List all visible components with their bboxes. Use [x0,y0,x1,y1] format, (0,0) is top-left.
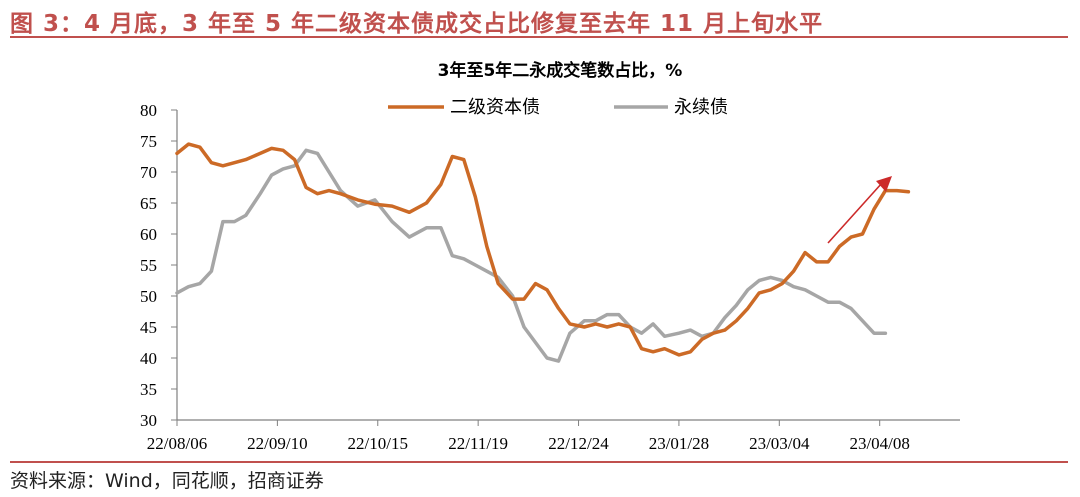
legend-label-series-1: 二级资本债 [450,97,540,118]
y-tick-label: 50 [140,287,157,306]
x-tick-label: 23/01/28 [649,434,709,453]
y-tick-label: 70 [140,163,157,182]
x-tick-label: 23/03/04 [749,434,810,453]
x-tick-label: 22/10/15 [348,434,408,453]
title-rule [10,36,1068,38]
legend-label-series-2: 永续债 [674,97,728,118]
y-ticks: 30 35 40 45 50 55 60 65 70 75 80 [140,101,177,430]
y-tick-label: 80 [140,101,157,120]
trend-arrow [827,176,892,244]
chart-title: 3年至5年二永成交笔数占比，% [438,60,683,81]
x-tick-label: 22/12/24 [548,434,609,453]
y-tick-label: 30 [140,411,157,430]
y-tick-label: 55 [140,256,157,275]
line-chart: 3年至5年二永成交笔数占比，% 二级资本债 永续债 30 35 40 45 50 55 60… [140,60,960,453]
y-tick-label: 75 [140,132,157,151]
series-layer [175,142,911,363]
y-tick-label: 35 [140,380,157,399]
figure-title: 图 3：4 月底，3 年至 5 年二级资本债成交占比修复至去年 11 月上旬水平 [10,11,824,37]
y-tick-label: 40 [140,349,157,368]
source-note: 资料来源：Wind，同花顺，招商证券 [10,470,324,492]
legend: 二级资本债 永续债 [388,97,728,118]
source-rule [10,461,1068,463]
series-line-1 [175,142,911,357]
trend-arrow-head [876,176,892,192]
y-tick-label: 65 [140,194,157,213]
series-line-2 [175,148,888,363]
x-tick-label: 22/11/19 [448,434,508,453]
y-tick-label: 45 [140,318,157,337]
x-tick-label: 23/04/08 [849,434,909,453]
y-tick-label: 60 [140,225,157,244]
x-ticks: 22/08/06 22/09/10 22/10/15 22/11/19 22/12/24… [147,420,910,453]
x-tick-label: 22/08/06 [147,434,207,453]
x-tick-label: 22/09/10 [247,434,307,453]
trend-arrow-line [827,182,883,244]
